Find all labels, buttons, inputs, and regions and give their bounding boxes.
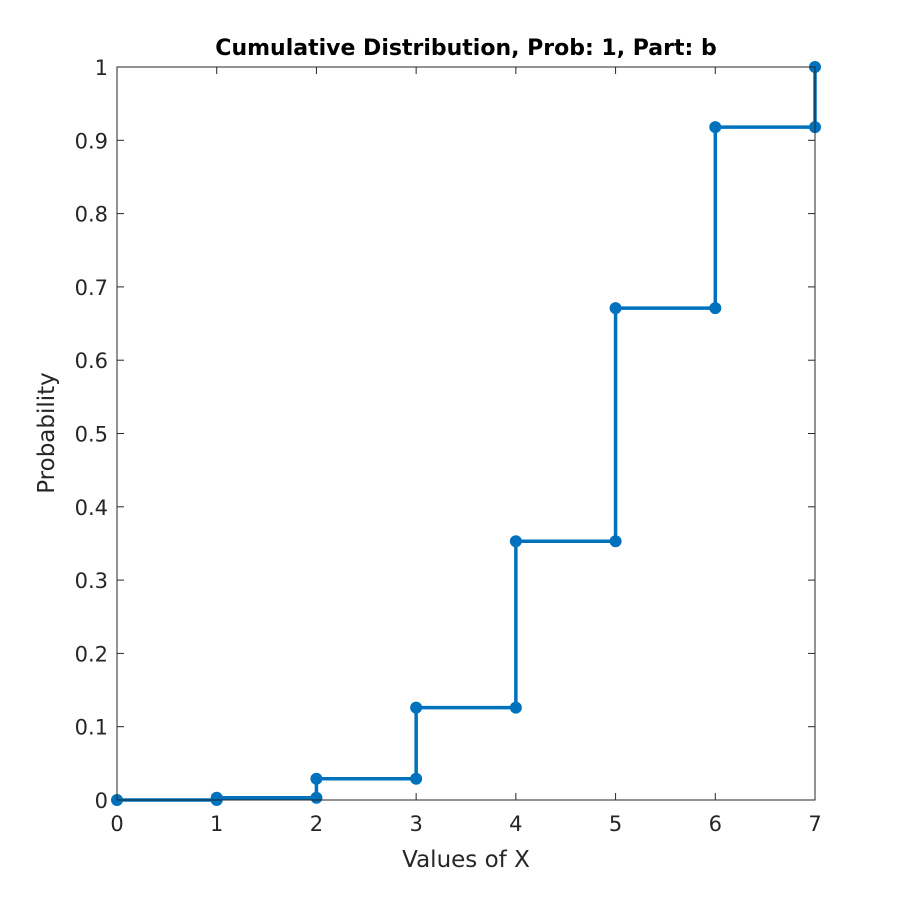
- x-tick-label: 7: [808, 812, 821, 836]
- cdf-point-marker: [509, 701, 522, 714]
- x-axis-label: Values of X: [402, 847, 530, 873]
- cdf-point-marker: [709, 302, 722, 315]
- y-axis-label: Probability: [34, 372, 60, 494]
- cdf-point-marker: [709, 121, 722, 134]
- y-tick-label: 0.6: [75, 349, 108, 373]
- y-tick-label: 0.4: [75, 496, 108, 520]
- y-tick-label: 0.3: [75, 569, 108, 593]
- y-tick-label: 0.9: [75, 129, 108, 153]
- y-tick-label: 0.2: [75, 642, 108, 666]
- cdf-point-marker: [410, 772, 423, 785]
- x-tick-label: 3: [409, 812, 422, 836]
- x-tick-label: 2: [310, 812, 323, 836]
- y-tick-label: 0: [95, 789, 108, 813]
- chart-title: Cumulative Distribution, Prob: 1, Part: …: [215, 36, 716, 61]
- x-tick-label: 5: [609, 812, 622, 836]
- x-tick-label: 4: [509, 812, 522, 836]
- labels-layer: 0 1 2 3 4 5 6 7 0 0.1 0.2 0.3 0.4 0.5 0.6 0.7 0.8 0.9 1: [75, 56, 822, 836]
- cdf-point-marker: [210, 791, 223, 804]
- cdf-point-marker: [310, 791, 323, 804]
- x-tick-label: 0: [110, 812, 123, 836]
- cdf-point-marker: [609, 535, 622, 548]
- y-tick-label: 0.7: [75, 276, 108, 300]
- cdf-point-marker: [410, 701, 423, 714]
- cdf-point-marker: [310, 772, 323, 785]
- x-tick-label: 1: [210, 812, 223, 836]
- x-tick-label: 6: [709, 812, 722, 836]
- y-tick-label: 0.1: [75, 716, 108, 740]
- cdf-point-marker: [609, 302, 622, 315]
- cdf-point-marker: [509, 535, 522, 548]
- y-tick-label: 0.8: [75, 203, 108, 227]
- y-tick-label: 0.5: [75, 423, 108, 447]
- y-tick-label: 1: [95, 56, 108, 80]
- plot-area: [117, 67, 815, 800]
- axes-box: [116, 66, 816, 801]
